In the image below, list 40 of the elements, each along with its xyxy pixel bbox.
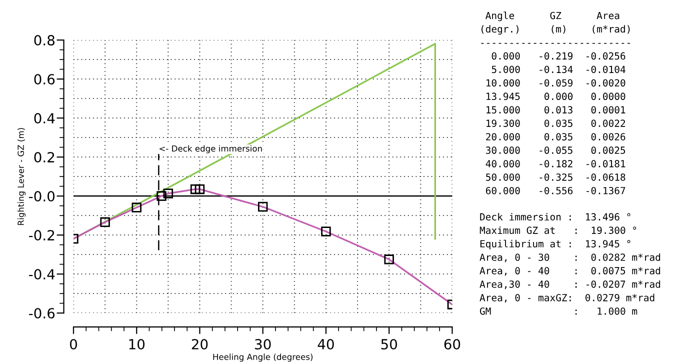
text: Area, 0 - 30 : 0.0282 m*rad — [480, 253, 660, 262]
y-tick-label: -0.2 — [29, 230, 54, 241]
ref-line-label: <- Deck edge immersion — [160, 145, 262, 154]
text: 30.000 -0.055 0.0025 — [486, 146, 626, 154]
y-tick-label: -0.0 — [29, 191, 55, 202]
text: Area, 0 - 40 : 0.0075 m*rad — [480, 266, 660, 276]
text: Maximum GZ at : 19.300 ° — [480, 226, 636, 234]
text: Area, 0 - maxGZ: 0.0279 m*rad — [480, 294, 654, 303]
text: GM : 1.000 m — [480, 307, 638, 315]
x-tick-label: 50 — [381, 338, 397, 350]
y-axis-title: Righting Lever - GZ (m) — [18, 128, 26, 225]
text: Equilibrium at : 13.945 ° — [480, 240, 630, 250]
text: 60.000 -0.556 -0.1367 — [486, 186, 626, 194]
text: Angle GZ Area — [486, 12, 620, 22]
text: 19.300 0.035 0.0022 — [486, 120, 626, 127]
y-tick-label: -0.6 — [29, 308, 55, 319]
text: 50.000 -0.325 -0.0618 — [486, 173, 626, 181]
text: (degr.) (m) (m*rad) — [482, 25, 630, 35]
x-tick-label: 40 — [318, 338, 334, 350]
text: Area,30 - 40 : -0.0207 m*rad — [480, 280, 660, 290]
x-axis-title: Heeling Angle (degrees) — [213, 354, 313, 362]
y-tick-label: 0.8 — [34, 35, 54, 46]
text: 13.945 0.000 0.0000 — [486, 92, 626, 100]
text: 40.000 -0.182 -0.0181 — [486, 160, 626, 168]
text: 5.000 -0.134 -0.0104 — [492, 66, 626, 74]
text: -------------------------- — [481, 42, 630, 44]
text: 0.000 -0.219 -0.0256 — [492, 52, 626, 60]
text: 15.000 0.013 0.0001 — [486, 106, 626, 114]
y-tick-label: 0.6 — [34, 74, 55, 85]
y-tick-label: -0.4 — [29, 269, 55, 280]
x-tick-label: 0 — [70, 338, 77, 350]
text: 10.000 -0.059 -0.0020 — [486, 79, 626, 87]
text: Deck immersion : 13.496 ° — [480, 212, 630, 221]
text: 20.000 0.035 0.0026 — [486, 133, 626, 140]
y-tick-label: 0.4 — [34, 113, 55, 124]
x-tick-label: 20 — [192, 338, 208, 350]
x-tick-label: 60 — [444, 338, 460, 350]
x-tick-label: 30 — [255, 338, 271, 350]
x-tick-label: 10 — [129, 338, 145, 350]
y-tick-label: 0.2 — [34, 152, 54, 163]
